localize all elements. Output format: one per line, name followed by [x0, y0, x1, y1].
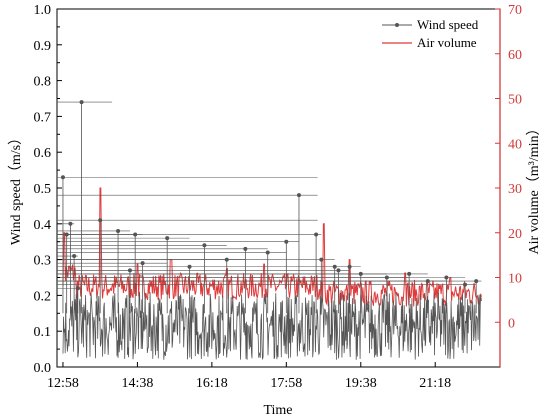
wind-speed-point — [347, 264, 352, 269]
wind-speed-point — [265, 250, 270, 255]
legend-wind-marker — [395, 23, 399, 27]
x-tick-label: 17:58 — [270, 376, 302, 391]
wind-speed-point — [319, 257, 324, 262]
y-left-tick-label: 0.2 — [34, 289, 52, 304]
x-tick-label: 21:18 — [419, 376, 451, 391]
wind-speed-point — [463, 282, 468, 287]
y-left-tick-label: 0.3 — [34, 254, 52, 269]
wind-speed-point — [140, 261, 145, 266]
wind-speed-point — [296, 193, 301, 198]
wind-speed-point — [314, 232, 319, 237]
y-left-tick-label: 0.8 — [34, 75, 52, 90]
y-left-tick-label: 1.0 — [34, 3, 52, 18]
y-right-tick-label: 0 — [508, 316, 515, 331]
legend: Wind speed Air volume — [382, 17, 479, 50]
y-left-tick-label: 0.5 — [34, 182, 52, 197]
wind-speed-point — [284, 239, 289, 244]
y-right-tick-label: 40 — [508, 137, 522, 152]
y-left-tick-label: 0.1 — [34, 325, 52, 340]
x-tick-label: 19:38 — [345, 376, 377, 391]
legend-wind-label: Wind speed — [417, 17, 479, 32]
y-right-tick-label: 30 — [508, 182, 522, 197]
y-left-tick-label: 0.6 — [34, 146, 52, 161]
wind-speed-point — [98, 218, 103, 223]
y-right-tick-label: 20 — [508, 227, 522, 242]
wind-speed-point — [79, 100, 84, 105]
x-axis-title: Time — [263, 403, 292, 418]
y-left-tick-label: 0.7 — [34, 110, 52, 125]
wind-speed-point — [68, 221, 73, 226]
wind-speed-point — [60, 175, 65, 180]
x-tick-label: 12:58 — [47, 376, 79, 391]
y-right-tick-label: 70 — [508, 3, 522, 18]
y-left-tick-label: 0.0 — [34, 361, 52, 376]
wind-speed-point — [165, 236, 170, 241]
air-volume-series — [62, 187, 482, 308]
wind-speed-point — [72, 254, 77, 259]
wind-speed-point — [243, 246, 248, 251]
tick-layer: 0.0 0.1 0.2 0.3 0.4 0.5 0.6 0.7 0.8 0.9 1.0 0 10 20 30… — [34, 3, 523, 391]
wind-speed-point — [116, 228, 121, 233]
wind-speed-point — [336, 268, 341, 273]
wind-speed-point — [75, 286, 80, 291]
y-right-tick-label: 60 — [508, 48, 522, 63]
air-volume-line — [62, 187, 482, 308]
y-right-tick-label: 50 — [508, 93, 522, 108]
y-left-tick-label: 0.4 — [34, 218, 52, 233]
x-tick-label: 16:18 — [196, 376, 228, 391]
y-axis-right-title: Air volume（m³/min） — [526, 122, 542, 255]
wind-speed-point — [407, 271, 412, 276]
wind-speed-point — [474, 279, 479, 284]
y-left-tick-label: 0.9 — [34, 39, 52, 54]
x-tick-label: 14:38 — [121, 376, 153, 391]
wind-speed-band — [62, 291, 482, 360]
y-right-tick-label: 10 — [508, 272, 522, 287]
wind-speed-series — [57, 100, 482, 360]
legend-air-label: Air volume — [417, 35, 477, 50]
y-axis-left-title: Wind speed（m/s） — [8, 131, 24, 245]
wind-speed-point — [202, 243, 207, 248]
wind-speed-point — [444, 275, 449, 280]
